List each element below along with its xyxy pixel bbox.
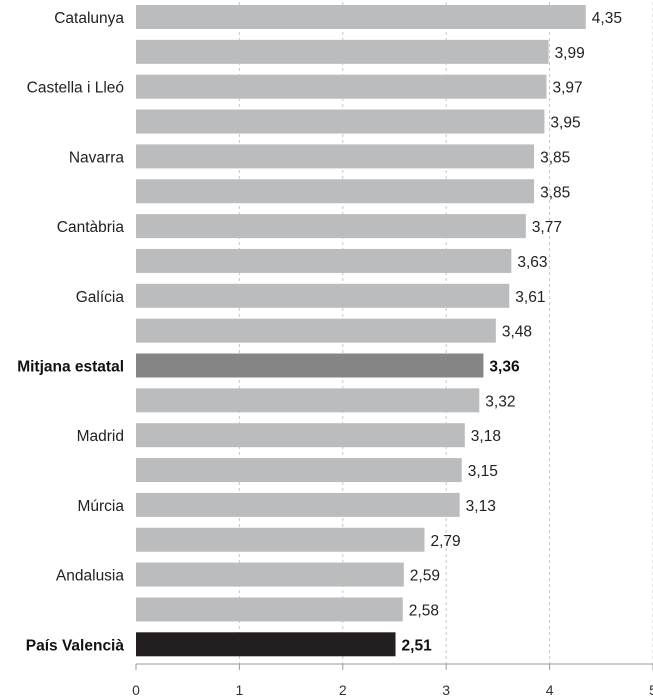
value-label: 3,32 bbox=[485, 393, 515, 410]
x-tick-label: 2 bbox=[339, 682, 347, 698]
value-label: 3,77 bbox=[532, 219, 562, 236]
bar bbox=[136, 179, 535, 204]
x-tick-label: 4 bbox=[546, 682, 554, 698]
bar bbox=[136, 5, 586, 29]
value-label: 3,13 bbox=[466, 498, 496, 515]
value-label: 3,48 bbox=[502, 324, 532, 341]
bar bbox=[136, 248, 512, 273]
value-label: 3,61 bbox=[515, 289, 545, 306]
bar bbox=[136, 597, 403, 622]
value-label: 3,18 bbox=[471, 428, 501, 445]
x-tick-label: 0 bbox=[132, 682, 140, 698]
value-label: 2,58 bbox=[409, 602, 439, 619]
bar bbox=[136, 109, 545, 134]
x-tick-label: 1 bbox=[236, 682, 244, 698]
value-label: 2,59 bbox=[410, 568, 440, 585]
bar bbox=[136, 39, 549, 64]
bar bbox=[136, 74, 547, 99]
category-label: País Valencià bbox=[26, 637, 125, 654]
value-label: 2,51 bbox=[402, 637, 433, 654]
value-label: 4,35 bbox=[592, 10, 622, 27]
category-label: Mitjana estatal bbox=[17, 359, 124, 376]
category-label: Andalusia bbox=[56, 568, 124, 585]
bars: 4,35 Catalunya 3,99 3,97 Castella i Lleó 3,95… bbox=[17, 5, 622, 657]
category-label: Cantàbria bbox=[57, 219, 125, 236]
value-label: 2,79 bbox=[430, 533, 460, 550]
value-label: 3,85 bbox=[540, 149, 570, 166]
bar bbox=[136, 353, 484, 378]
bar bbox=[136, 388, 480, 413]
category-label: Múrcia bbox=[77, 498, 124, 515]
category-label: Catalunya bbox=[54, 10, 124, 27]
value-label: 3,85 bbox=[540, 184, 570, 201]
bar bbox=[136, 632, 396, 657]
bar bbox=[136, 423, 465, 448]
category-label: Galícia bbox=[76, 289, 125, 306]
category-label: Castella i Lleó bbox=[27, 80, 124, 97]
x-tick-label: 5 bbox=[649, 682, 653, 698]
category-label: Madrid bbox=[77, 428, 124, 445]
bar bbox=[136, 318, 496, 343]
x-axis: 0 1 2 3 4 5 bbox=[132, 663, 653, 698]
x-tick-label: 3 bbox=[442, 682, 450, 698]
value-label: 3,97 bbox=[552, 80, 582, 97]
value-label: 3,15 bbox=[468, 463, 498, 480]
value-label: 3,63 bbox=[517, 254, 547, 271]
value-label: 3,99 bbox=[555, 45, 585, 62]
bar bbox=[136, 492, 460, 517]
category-label: Navarra bbox=[69, 149, 125, 166]
value-label: 3,95 bbox=[550, 115, 580, 132]
bar bbox=[136, 527, 425, 552]
bar bbox=[136, 458, 462, 483]
value-label: 3,36 bbox=[489, 359, 520, 376]
bar bbox=[136, 562, 404, 587]
bar bbox=[136, 144, 535, 169]
bar bbox=[136, 214, 526, 239]
bar bbox=[136, 283, 510, 308]
